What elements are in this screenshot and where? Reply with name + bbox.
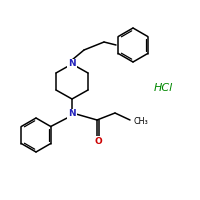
Text: O: O [94,136,102,146]
Text: N: N [68,110,76,118]
Text: CH₃: CH₃ [134,116,149,126]
Text: N: N [68,60,76,68]
Text: HCl: HCl [153,83,173,93]
